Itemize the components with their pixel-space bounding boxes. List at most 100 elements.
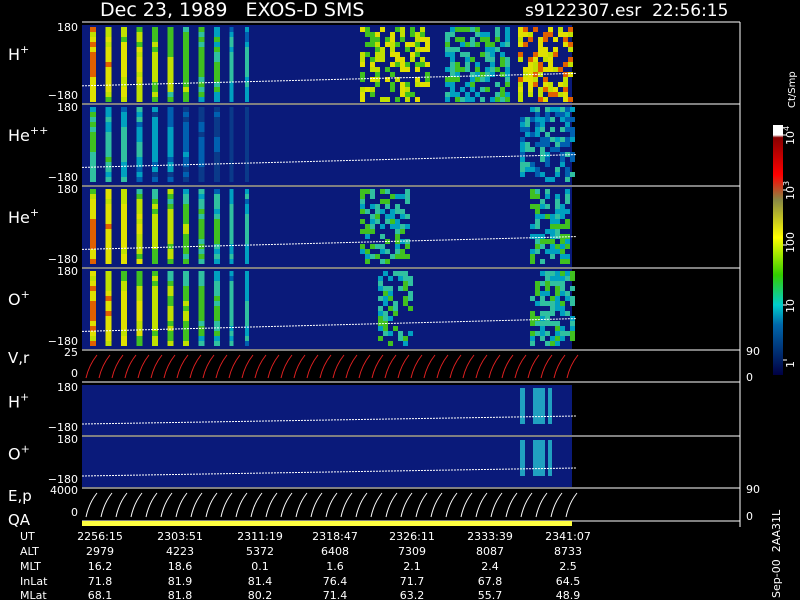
spectrum-cell	[245, 321, 249, 326]
spectrum-cell	[183, 157, 189, 162]
spectrum-cell	[553, 87, 558, 92]
spectrum-cell	[550, 107, 555, 112]
spectrum-cell	[568, 42, 573, 47]
spectrum-cell	[183, 254, 189, 259]
spectrum-cell	[555, 296, 560, 301]
spectrum-cell	[152, 326, 158, 331]
spectrum-cell	[533, 27, 538, 32]
spectrum-cell	[121, 92, 127, 97]
spectrum-cell	[560, 214, 565, 219]
spectrum-cell	[214, 311, 220, 316]
spectrum-cell	[198, 117, 205, 122]
spectrum-cell	[395, 204, 400, 209]
spectrum-cell	[555, 137, 560, 142]
spectrum-cell	[533, 52, 538, 57]
spectrum-cell	[420, 27, 425, 32]
spectrum-cell	[540, 172, 545, 177]
spectrum-cell	[530, 331, 535, 336]
spectrum-cell	[540, 336, 545, 341]
table-cell: 55.7	[478, 589, 503, 600]
spectrum-cell	[405, 92, 410, 97]
spectrum-cell	[167, 199, 174, 204]
spectrum-cell	[545, 107, 550, 112]
spectrum-cell	[198, 177, 205, 182]
spectrum-cell	[136, 286, 143, 291]
spectrum-cell	[136, 254, 143, 259]
spectrum-cell	[565, 142, 570, 147]
spectrum-cell	[465, 52, 470, 57]
spectrum-cell	[121, 142, 127, 147]
spectrum-cell	[245, 62, 249, 67]
spectrum-cell	[183, 177, 189, 182]
spectrum-cell	[167, 311, 174, 316]
spectrum-cell	[565, 117, 570, 122]
spectrum-cell	[535, 321, 540, 326]
spectrum-cell	[198, 239, 205, 244]
spectrum-cell	[229, 276, 234, 281]
spectrum-cell	[183, 341, 189, 346]
spectrum-cell	[550, 219, 555, 224]
spectrum-cell	[460, 37, 465, 42]
spectrum-cell	[214, 107, 220, 112]
spectrum-cell	[152, 249, 158, 254]
spectrum-cell	[398, 336, 403, 341]
spectrum-cell	[560, 291, 565, 296]
spectrum-cell	[152, 301, 158, 306]
table-cell: 1.6	[326, 560, 344, 573]
spectrum-cell	[393, 301, 398, 306]
spectrum-cell	[183, 132, 189, 137]
spectrum-cell	[535, 214, 540, 219]
spectrum-cell	[570, 117, 575, 122]
spectrum-cell	[365, 254, 370, 259]
spectrum-cell	[167, 306, 174, 311]
spectrum-cell	[460, 67, 465, 72]
spectrum-cell	[105, 27, 112, 32]
spectrum-cell	[400, 82, 405, 87]
spectrum-cell	[408, 291, 413, 296]
spectrum-cell	[570, 286, 575, 291]
spectrum-cell	[555, 326, 560, 331]
spectrum-cell	[245, 281, 249, 286]
spectrum-cell	[390, 214, 395, 219]
spectrum-cell	[548, 440, 552, 476]
spectrum-cell	[480, 72, 485, 77]
spectrum-cell	[520, 137, 525, 142]
spectrum-cell	[198, 122, 205, 127]
spectrum-cell	[136, 306, 143, 311]
spectrum-cell	[198, 249, 205, 254]
spectrum-cell	[229, 27, 234, 32]
spectrum-cell	[375, 32, 380, 37]
spectrum-cell	[568, 62, 573, 67]
spectrum-cell	[518, 57, 523, 62]
spectrum-cell	[555, 214, 560, 219]
spectrum-cell	[152, 57, 158, 62]
spectrum-cell	[475, 32, 480, 37]
spectrum-cell	[136, 97, 143, 102]
spectrum-cell	[500, 92, 505, 97]
spectrum-cell	[214, 286, 220, 291]
spectrum-cell	[403, 271, 408, 276]
spectrum-cell	[560, 281, 565, 286]
spectrum-cell	[152, 341, 158, 346]
spectrum-cell	[385, 219, 390, 224]
spectrum-cell	[505, 72, 510, 77]
spectrum-cell	[105, 254, 112, 259]
spectrum-cell	[121, 316, 127, 321]
spectrum-cell	[520, 388, 525, 424]
spectrum-cell	[450, 27, 455, 32]
spectrum-cell	[553, 47, 558, 52]
spectrum-cell	[229, 147, 234, 152]
spectrum-cell	[520, 122, 525, 127]
spectrum-cell	[152, 42, 158, 47]
spectrum-cell	[425, 72, 430, 77]
spectrum-cell	[540, 311, 545, 316]
spectrum-cell	[383, 326, 388, 331]
spectrum-cell	[388, 296, 393, 301]
spectrum-cell	[535, 107, 540, 112]
spectrum-cell	[245, 127, 249, 132]
spectrum-cell	[390, 254, 395, 259]
spectrum-cell	[229, 296, 234, 301]
spectrum-cell	[480, 52, 485, 57]
spectrum-cell	[152, 234, 158, 239]
spectrum-cell	[136, 291, 143, 296]
